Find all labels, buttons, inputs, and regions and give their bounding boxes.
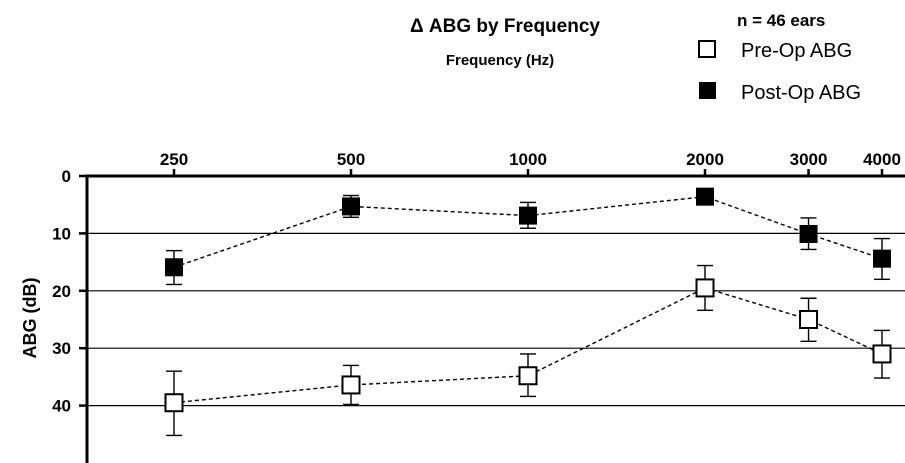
y-tick-labels: 0 10 20 30 40 (52, 167, 71, 416)
x-tick-label-3000: 3000 (790, 150, 828, 169)
point-post-op-abg-2000 (696, 187, 714, 206)
y-tick-label-20: 20 (52, 282, 71, 301)
x-tick-label-4000: 4000 (863, 150, 901, 169)
series (164, 187, 892, 437)
series-post-op-abg (165, 187, 891, 286)
y-tick-label-30: 30 (52, 339, 71, 358)
legend-label-post-op: Post-Op ABG (741, 82, 861, 104)
point-pre-op-abg-2000 (695, 278, 715, 298)
legend: n = 46 ears Pre-Op ABG Post-Op ABG (698, 11, 861, 104)
x-axis-label: Frequency (Hz) (446, 52, 554, 69)
series-pre-op-abg (164, 264, 892, 437)
legend-label-pre-op: Pre-Op ABG (741, 40, 852, 62)
series-line-pre-op-abg (173, 287, 883, 404)
legend-marker-post-op (699, 82, 716, 99)
point-pre-op-abg-250 (164, 393, 184, 413)
point-pre-op-abg-4000 (872, 344, 892, 364)
x-tick-label-500: 500 (337, 150, 365, 169)
x-tick-label-250: 250 (160, 150, 188, 169)
point-post-op-abg-1000 (519, 206, 537, 225)
point-post-op-abg-250 (165, 258, 183, 277)
point-post-op-abg-3000 (799, 224, 818, 243)
legend-header: n = 46 ears (737, 11, 825, 30)
point-pre-op-abg-3000 (799, 310, 819, 329)
series-line-post-op-abg (173, 195, 883, 268)
point-post-op-abg-500 (342, 197, 360, 216)
x-tick-labels: 250 500 1000 2000 3000 4000 (160, 150, 901, 169)
point-pre-op-abg-500 (341, 375, 361, 395)
y-tick-label-10: 10 (52, 224, 71, 243)
legend-marker-pre-op (698, 40, 716, 58)
chart-title: Δ ABG by Frequency (410, 16, 600, 37)
y-tick-label-40: 40 (52, 397, 71, 416)
y-axis-label: ABG (dB) (20, 278, 40, 359)
y-tick-label-0: 0 (62, 167, 71, 186)
x-tick-label-2000: 2000 (686, 150, 724, 169)
axes (79, 169, 905, 463)
point-pre-op-abg-1000 (518, 366, 538, 386)
x-tick-label-1000: 1000 (509, 150, 547, 169)
point-post-op-abg-4000 (873, 249, 891, 268)
grid-lines (87, 232, 905, 407)
